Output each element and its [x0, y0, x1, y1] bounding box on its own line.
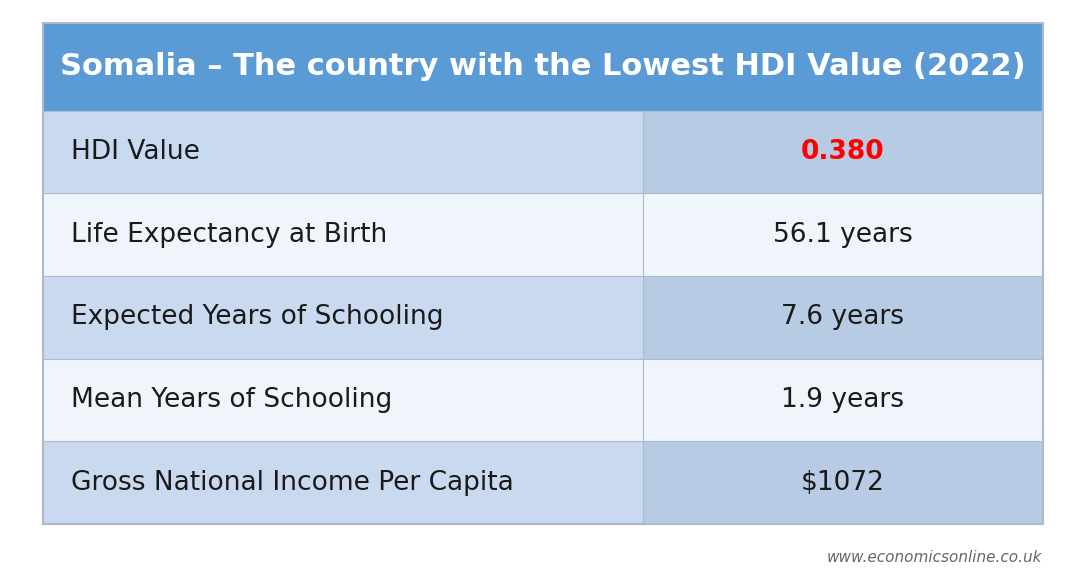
Text: Gross National Income Per Capita: Gross National Income Per Capita: [71, 470, 514, 496]
FancyBboxPatch shape: [43, 359, 643, 441]
Text: Somalia – The country with the Lowest HDI Value (2022): Somalia – The country with the Lowest HD…: [60, 52, 1026, 81]
FancyBboxPatch shape: [643, 441, 1043, 524]
FancyBboxPatch shape: [43, 111, 643, 194]
FancyBboxPatch shape: [643, 194, 1043, 276]
Text: Mean Years of Schooling: Mean Years of Schooling: [71, 387, 392, 413]
Text: www.economicsonline.co.uk: www.economicsonline.co.uk: [828, 550, 1043, 566]
Text: Expected Years of Schooling: Expected Years of Schooling: [71, 305, 443, 331]
FancyBboxPatch shape: [643, 359, 1043, 441]
Text: 0.380: 0.380: [800, 139, 885, 165]
Text: HDI Value: HDI Value: [71, 139, 200, 165]
Text: 7.6 years: 7.6 years: [781, 305, 905, 331]
FancyBboxPatch shape: [643, 276, 1043, 359]
Text: $1072: $1072: [800, 470, 885, 496]
FancyBboxPatch shape: [43, 23, 1043, 111]
Text: 56.1 years: 56.1 years: [773, 222, 912, 248]
Text: 1.9 years: 1.9 years: [781, 387, 905, 413]
FancyBboxPatch shape: [43, 441, 643, 524]
FancyBboxPatch shape: [643, 111, 1043, 194]
FancyBboxPatch shape: [43, 194, 643, 276]
Text: Life Expectancy at Birth: Life Expectancy at Birth: [71, 222, 387, 248]
FancyBboxPatch shape: [43, 276, 643, 359]
